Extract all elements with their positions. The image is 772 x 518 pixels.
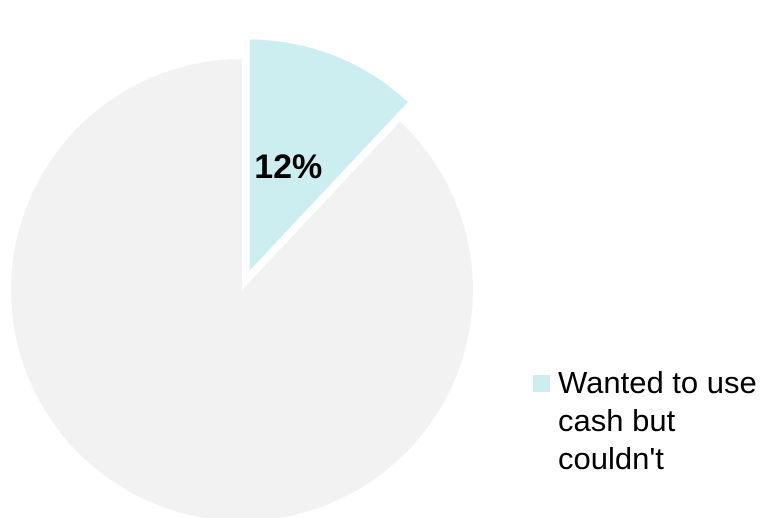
pie-slice-0 <box>249 39 408 271</box>
pie-slices <box>11 39 473 518</box>
pie-slice-label-0: 12% <box>254 148 322 186</box>
pie-slice-1 <box>11 59 473 518</box>
legend: Wanted to use cash but couldn't <box>533 364 772 478</box>
legend-swatch <box>533 375 550 392</box>
pie-labels: 12% <box>254 148 322 186</box>
legend-label: Wanted to use cash but couldn't <box>558 365 757 476</box>
